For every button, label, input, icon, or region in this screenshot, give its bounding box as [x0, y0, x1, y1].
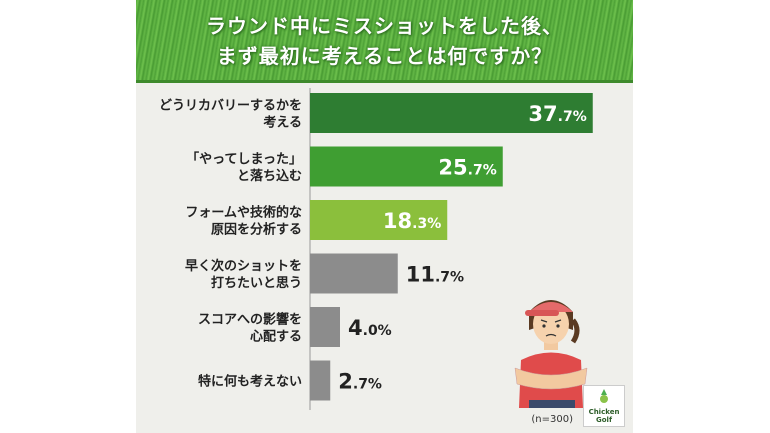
value-label-2: 18.3%: [383, 209, 441, 233]
category-label-4-1: 心配する: [250, 330, 302, 345]
category-label-3-0: 早く次のショットを: [185, 258, 302, 274]
logo-text-line-1: Chicken: [588, 408, 620, 416]
bar-0: [310, 93, 593, 133]
chart-title-line-1: ラウンド中にミスショットをした後、: [206, 14, 563, 38]
value-label-3: 11.7%: [406, 263, 464, 287]
golfer-illustration: [514, 300, 588, 408]
bar-2: [310, 200, 448, 240]
category-label-0-1: 考える: [263, 115, 302, 131]
value-label-0: 37.7%: [528, 102, 586, 126]
category-label-2-1: 原因を分析する: [211, 222, 302, 238]
category-label-4-0: スコアへの影響を: [198, 312, 302, 328]
logo-text-line-2: Golf: [596, 416, 612, 424]
chicken-golf-logo: Chicken Golf: [583, 385, 625, 427]
bar-1: [310, 146, 503, 187]
value-label-5: 2.7%: [338, 370, 382, 394]
chicken-icon: [600, 389, 608, 403]
chart-card: ラウンド中にミスショットをした後、 まず最初に考えることは何ですか？ どうリカバ…: [136, 0, 633, 433]
category-label-1-0: 「やってしまった」: [186, 151, 302, 167]
bar-3: [310, 253, 398, 294]
sample-size-note: (n=300): [531, 414, 573, 425]
value-label-4: 4.0%: [348, 316, 392, 340]
category-label-1-1: と落ち込む: [237, 168, 302, 184]
category-label-5-0: 特に何も考えない: [198, 374, 302, 390]
bar-4: [310, 307, 340, 347]
category-label-2-0: フォームや技術的な: [185, 205, 302, 221]
title-banner: ラウンド中にミスショットをした後、 まず最初に考えることは何ですか？: [136, 0, 633, 83]
category-label-3-1: 打ちたいと思う: [211, 275, 302, 291]
chart-title-line-2: まず最初に考えることは何ですか？: [216, 44, 553, 68]
value-label-1: 25.7%: [438, 156, 496, 180]
category-label-0-0: どうリカバリーするかを: [159, 99, 302, 114]
bar-5: [310, 360, 331, 401]
